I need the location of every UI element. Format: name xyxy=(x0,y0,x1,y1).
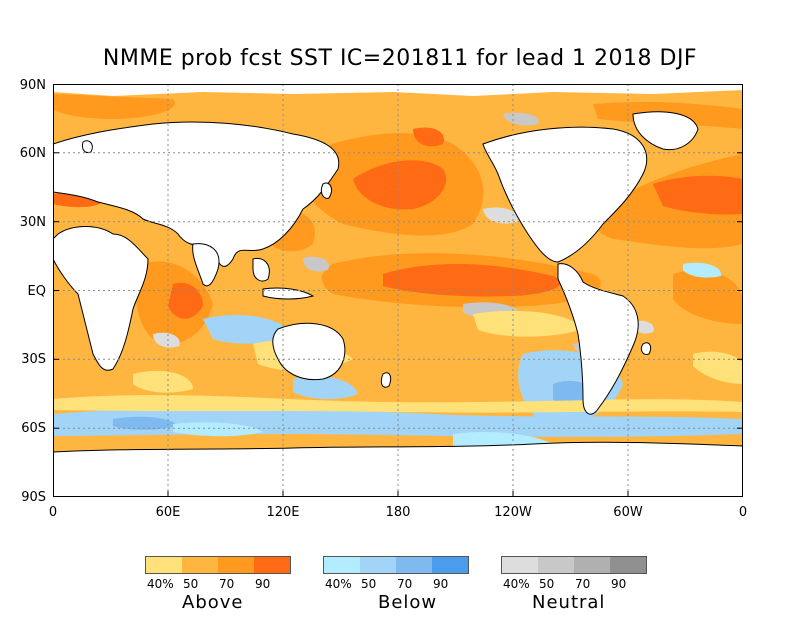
legend-above-tick: 90 xyxy=(255,577,271,591)
legend-below-ticks: 40% 50 70 90 xyxy=(325,577,469,591)
legend-neutral-tick: 70 xyxy=(575,577,591,591)
lat-label-30s: 30S xyxy=(21,352,46,367)
lat-label-30n: 30N xyxy=(19,215,46,230)
legend-neutral-swatch-4 xyxy=(610,557,646,573)
lon-label-120e: 120E xyxy=(266,505,300,520)
lat-label-60s: 60S xyxy=(21,421,46,436)
legend-neutral-label: Neutral xyxy=(532,592,606,613)
lon-label-120w: 120W xyxy=(494,505,532,520)
legend-above-tick: 50 xyxy=(183,577,199,591)
legend-below-swatch-2 xyxy=(360,557,396,573)
legend-below-tick: 40% xyxy=(325,577,352,591)
sst-probability-map xyxy=(53,84,743,497)
lon-label-0: 0 xyxy=(48,505,58,520)
legend-below-swatch-1 xyxy=(324,557,360,573)
map-title: NMME prob fcst SST IC=201811 for lead 1 … xyxy=(102,46,698,71)
legend-above-colorbar xyxy=(145,556,291,574)
legend-above-swatch-2 xyxy=(182,557,218,573)
legend-below-tick: 90 xyxy=(433,577,449,591)
legend-neutral-swatch-3 xyxy=(574,557,610,573)
legend-neutral-swatch-1 xyxy=(502,557,538,573)
legend-below-tick: 70 xyxy=(397,577,413,591)
lon-label-0-east: 0 xyxy=(738,505,748,520)
lon-label-60w: 60W xyxy=(613,505,643,520)
lat-label-90n: 90N xyxy=(19,78,46,93)
lon-label-60e: 60E xyxy=(155,505,181,520)
legend-neutral-tick: 40% xyxy=(503,577,530,591)
legend-neutral-tick: 90 xyxy=(611,577,627,591)
legend-neutral-swatch-2 xyxy=(538,557,574,573)
legend-above-swatch-3 xyxy=(218,557,254,573)
legend-above-label: Above xyxy=(182,592,244,613)
legend-neutral-tick: 50 xyxy=(539,577,555,591)
lat-label-90s: 90S xyxy=(21,490,46,505)
lat-label-60n: 60N xyxy=(19,146,46,161)
lon-label-180: 180 xyxy=(385,505,411,520)
legend-below-swatch-4 xyxy=(432,557,468,573)
legend-above-swatch-4 xyxy=(254,557,290,573)
legend-below-colorbar xyxy=(323,556,469,574)
legend-above-swatch-1 xyxy=(146,557,182,573)
legend-above-ticks: 40% 50 70 90 xyxy=(147,577,291,591)
legend-below-swatch-3 xyxy=(396,557,432,573)
legend-above-tick: 40% xyxy=(147,577,174,591)
legend-below-label: Below xyxy=(378,592,438,613)
legend-neutral-ticks: 40% 50 70 90 xyxy=(503,577,647,591)
legend-above-tick: 70 xyxy=(219,577,235,591)
lat-label-eq: EQ xyxy=(27,284,46,299)
legend-neutral-colorbar xyxy=(501,556,647,574)
legend-below-tick: 50 xyxy=(361,577,377,591)
